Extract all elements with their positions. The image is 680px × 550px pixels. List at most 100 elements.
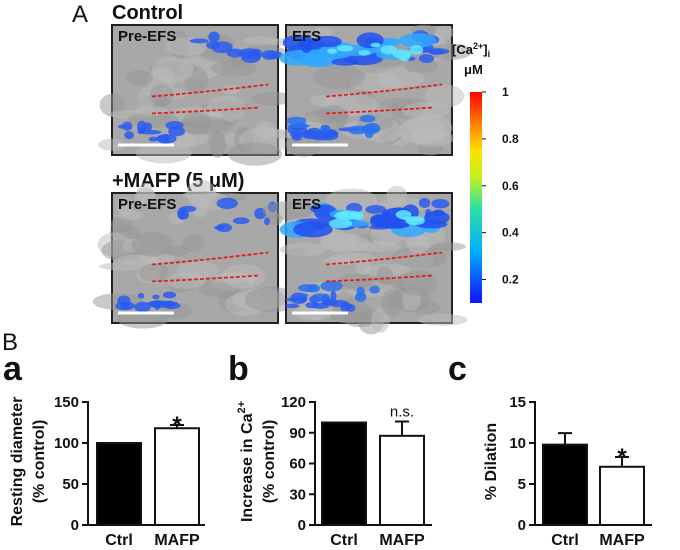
bar — [542, 443, 588, 527]
vessel-border — [325, 251, 443, 266]
calcium-signal — [384, 38, 401, 47]
chart-panel-label: a — [3, 350, 23, 388]
significance-label: n.s. — [390, 403, 414, 420]
colorbar-label-part: ] — [483, 42, 487, 57]
texture — [139, 263, 170, 282]
x-tick-label: Ctrl — [105, 532, 133, 549]
texture — [208, 273, 259, 284]
calcium-signal — [398, 33, 437, 48]
colorbar-tick-label: 1 — [502, 85, 509, 99]
error-bar — [558, 432, 572, 445]
y-axis-label: Resting diameter — [9, 397, 26, 527]
texture — [182, 234, 205, 253]
texture — [398, 116, 446, 145]
calcium-signal — [427, 48, 450, 55]
x-tick-label: MAFP — [379, 532, 425, 549]
texture — [381, 289, 403, 317]
error-bar — [170, 423, 184, 429]
error-bar — [615, 455, 629, 467]
image-label: Pre-EFS — [118, 28, 176, 45]
calcium-signal — [314, 204, 338, 221]
calcium-signal — [285, 303, 300, 309]
colorbar-label-part: 2+ — [473, 41, 483, 51]
micrograph: Pre-EFS — [92, 179, 300, 329]
calcium-signal — [336, 45, 354, 52]
texture — [406, 233, 431, 253]
calcium-signal — [306, 284, 321, 293]
calcium-signal — [148, 136, 158, 142]
calcium-signal — [120, 302, 131, 310]
texture — [251, 91, 295, 106]
calcium-signal — [295, 293, 309, 298]
calcium-signal — [211, 41, 233, 54]
calcium-signal — [328, 218, 353, 229]
calcium-signal — [346, 304, 356, 312]
vessel-border — [151, 274, 260, 283]
vessel-border — [325, 106, 434, 115]
significance-label: * — [617, 444, 627, 471]
calcium-signal — [238, 48, 260, 59]
y-tick-label: 0 — [518, 517, 526, 534]
calcium-signal — [232, 217, 250, 225]
calcium-signal — [311, 35, 342, 48]
image-label: EFS — [292, 28, 321, 45]
colorbar-tick-label: 0.2 — [502, 273, 519, 287]
calcium-signal — [308, 127, 321, 133]
calcium-signal — [327, 48, 338, 54]
calcium-signal — [418, 53, 435, 63]
colorbar-label: [Ca2+]i — [452, 41, 490, 59]
calcium-signal — [285, 297, 302, 302]
y-tick-label: 0 — [71, 517, 79, 534]
y-axis-label-text: % Dilation — [483, 423, 500, 500]
colorbar-unit: μM — [464, 62, 483, 77]
y-axis-label: % Dilation — [483, 423, 500, 500]
texture — [227, 142, 283, 166]
bar — [96, 442, 142, 526]
texture — [371, 307, 390, 333]
texture — [430, 242, 466, 251]
calcium-signal — [162, 291, 177, 299]
calcium-signal — [152, 294, 160, 300]
y-tick-label: 60 — [289, 456, 306, 473]
y-tick-label: 120 — [281, 394, 306, 411]
calcium-signal — [216, 197, 238, 209]
calcium-signal — [177, 210, 190, 220]
y-tick-label: 150 — [54, 394, 79, 411]
micrograph: EFS — [262, 185, 468, 335]
calcium-signal — [137, 292, 145, 299]
calcium-signal — [154, 300, 161, 311]
calcium-signal — [286, 116, 307, 126]
calcium-signal — [369, 285, 380, 294]
texture — [98, 138, 126, 151]
calcium-signal — [398, 51, 411, 62]
calcium-signal — [320, 280, 343, 292]
calcium-signal — [359, 114, 376, 123]
texture — [314, 27, 333, 38]
y-axis-label: Increase in Ca2+ — [236, 401, 256, 522]
texture — [135, 142, 192, 164]
x-tick-label: Ctrl — [551, 532, 579, 549]
colorbar-label-part: [Ca — [452, 42, 474, 57]
calcium-signal — [160, 301, 179, 306]
bar — [379, 434, 425, 527]
error-bar — [395, 420, 409, 436]
texture — [397, 270, 438, 296]
calcium-signal — [261, 50, 278, 60]
texture — [131, 231, 173, 257]
x-tick-label: Ctrl — [330, 532, 358, 549]
texture — [320, 231, 360, 250]
texture — [110, 217, 134, 233]
y-axis-label-text: Increase in Ca — [239, 413, 256, 522]
texture — [403, 59, 439, 74]
chart-panel-label: c — [448, 350, 467, 388]
calcium-signal — [365, 205, 387, 214]
colorbar-tick-label: 0.6 — [502, 179, 519, 193]
calcium-signal — [287, 123, 311, 129]
calcium-signal — [380, 45, 398, 55]
texture — [325, 188, 378, 214]
calcium-signal — [311, 54, 328, 65]
y-axis-label: (% control) — [261, 420, 278, 504]
image-label: Pre-EFS — [118, 196, 176, 213]
